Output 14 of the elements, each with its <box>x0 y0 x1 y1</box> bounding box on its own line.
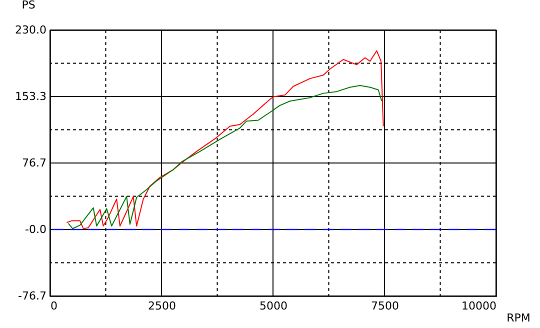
y-tick-label: -76.7 <box>18 290 46 302</box>
x-axis-title: RPM <box>506 312 530 324</box>
line-series <box>68 85 382 230</box>
y-axis-title: PS <box>22 0 36 12</box>
x-tick-label: 5000 <box>260 300 288 312</box>
y-tick-label: -0.0 <box>25 222 46 236</box>
y-tick-label: 230.0 <box>15 24 46 36</box>
line-series <box>66 50 384 230</box>
y-tick-label: 76.7 <box>22 156 46 170</box>
x-tick-label: 0 <box>50 300 58 312</box>
x-tick-label: 2500 <box>148 300 176 312</box>
x-tick-label: 7500 <box>371 300 399 312</box>
y-tick-label: 153.3 <box>15 90 46 104</box>
x-tick-label: 10000 <box>462 300 496 312</box>
